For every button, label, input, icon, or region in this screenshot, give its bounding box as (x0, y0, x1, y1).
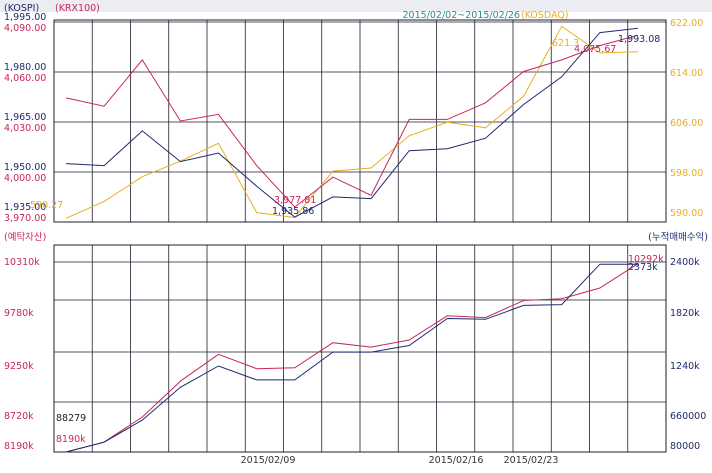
kospi-tick-label: 1,965.00 (4, 112, 46, 123)
x-label-0209: 2015/02/09 (241, 455, 296, 466)
annotation-red-start: 8190k (56, 434, 86, 445)
kosdaq-tick-label: 590.00 (670, 208, 703, 219)
kospi-line (65, 27, 639, 218)
bottom-left-axis: 10310k 9780k 9250k 8720k 8190k (4, 257, 40, 452)
krx-tick-label: 4,030.00 (4, 123, 46, 134)
annotation-kospi-low: 1,935.86 (272, 206, 314, 217)
kospi-tick-label: 1,950.00 (4, 162, 46, 173)
x-label-0223: 2015/02/23 (504, 455, 559, 466)
top-series (65, 25, 639, 219)
krx100-line (65, 34, 639, 208)
krx-tick-label: 4,060.00 (4, 73, 46, 84)
krx100-label: (KRX100) (55, 3, 100, 14)
top-gridlines (54, 20, 666, 222)
profit-tick-label: 1820k (670, 308, 700, 319)
asset-tick-label: 8720k (4, 411, 34, 422)
krx-tick-label: 3,970.00 (4, 213, 46, 224)
profit-tick-label: 2400k (670, 257, 700, 268)
annotation-krx-low: 3,977.81 (274, 195, 316, 206)
bottom-series (65, 263, 639, 453)
asset-tick-label: 8190k (4, 441, 34, 452)
bottom-gridlines (54, 245, 666, 452)
krx-tick-label: 4,000.00 (4, 173, 46, 184)
profit-tick-label: 660000 (670, 411, 706, 422)
asset-tick-label: 10310k (4, 257, 40, 268)
annotation-kospi-high: 1,993.08 (618, 34, 660, 45)
kosdaq-tick-label: 606.00 (670, 118, 703, 129)
top-left-axis: 1,995.00 1,980.00 1,965.00 1,950.00 1,935.00… (4, 12, 46, 224)
kosdaq-tick-label: 614.00 (670, 68, 703, 79)
annotation-kosdaq-high: 621.3 (552, 38, 579, 49)
profit-tick-label: 1240k (670, 361, 700, 372)
kosdaq-line (65, 25, 639, 219)
kosdaq-tick-label: 598.00 (670, 168, 703, 179)
annotation-red-end: 10292k (628, 254, 664, 265)
asset-tick-label: 9780k (4, 308, 34, 319)
kosdaq-label: (KOSDAQ) (521, 10, 569, 21)
kospi-tick-label: 1,995.00 (4, 12, 46, 23)
date-range-label: 2015/02/02~2015/02/26 (403, 10, 520, 21)
x-label-0216: 2015/02/16 (429, 455, 484, 466)
annotation-kosdaq-low: 590.27 (30, 200, 63, 211)
annotation-blue-end: 2373k (628, 262, 658, 273)
kospi-tick-label: 1,935.00 (4, 202, 46, 213)
kospi-label: (KOSPI) (4, 3, 39, 14)
top-header-strip (0, 0, 712, 12)
krx-tick-label: 4,090.00 (4, 23, 46, 34)
profit-tick-label: 80000 (670, 441, 700, 452)
bottom-right-label: (누적매매수익) (648, 231, 708, 243)
profit-line (65, 263, 638, 453)
annotation-krx-high: 4,075.67 (574, 44, 616, 55)
kosdaq-tick-label: 622.00 (670, 18, 703, 29)
bottom-left-label: (예탁자산) (4, 231, 46, 243)
asset-line (65, 263, 639, 453)
kospi-tick-label: 1,980.00 (4, 62, 46, 73)
top-right-axis: 622.00 614.00 606.00 598.00 590.00 (670, 18, 703, 219)
bottom-right-axis: 2400k 1820k 1240k 660000 80000 (670, 257, 706, 452)
asset-tick-label: 9250k (4, 361, 34, 372)
annotation-blue-start: 88279 (56, 413, 86, 424)
